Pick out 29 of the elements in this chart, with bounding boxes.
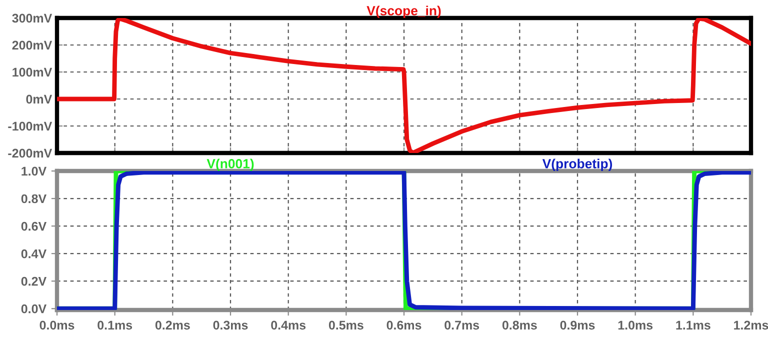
- x-tick-label: 1.2ms: [734, 320, 768, 330]
- x-tick-label: 0.5ms: [328, 320, 364, 330]
- y-tick-label: 0.6V: [21, 222, 46, 231]
- y-tick-label: 300mV: [12, 14, 52, 23]
- y-tick-label: 0mV: [26, 94, 52, 104]
- x-tick-label: 0.9ms: [560, 320, 595, 330]
- y-tick-label: -100mV: [8, 122, 52, 131]
- text: V(scope_in): [366, 6, 441, 18]
- y-tick-label: 100mV: [12, 68, 52, 77]
- y-tick-label: 1.0V: [22, 166, 46, 176]
- x-tick-label: 1.1ms: [676, 320, 710, 330]
- series-label: V(n001): [206, 158, 254, 171]
- text: V(probetip): [542, 158, 612, 171]
- y-tick-label: 0.2V: [21, 276, 46, 286]
- x-tick-label: 0.8ms: [502, 320, 537, 330]
- y-tick-label: -200mV: [8, 148, 52, 158]
- x-tick-label: 0.0ms: [40, 320, 74, 330]
- line-series: [57, 18, 751, 153]
- x-tick-label: 0.4ms: [271, 320, 306, 330]
- x-tick-label: 1.0ms: [618, 320, 653, 330]
- x-tick-label: 0.7ms: [444, 320, 480, 330]
- y-tick-label: 0.4V: [21, 249, 46, 258]
- y-tick-label: 0.8V: [21, 194, 46, 204]
- x-tick-label: 0.3ms: [213, 320, 248, 330]
- x-tick-label: 0.1ms: [98, 320, 132, 330]
- y-tick-label: 0.0V: [21, 304, 46, 314]
- x-tick-label: 0.2ms: [155, 320, 190, 330]
- x-tick-label: 0.6ms: [386, 320, 422, 330]
- y-tick-label: 200mV: [12, 40, 52, 50]
